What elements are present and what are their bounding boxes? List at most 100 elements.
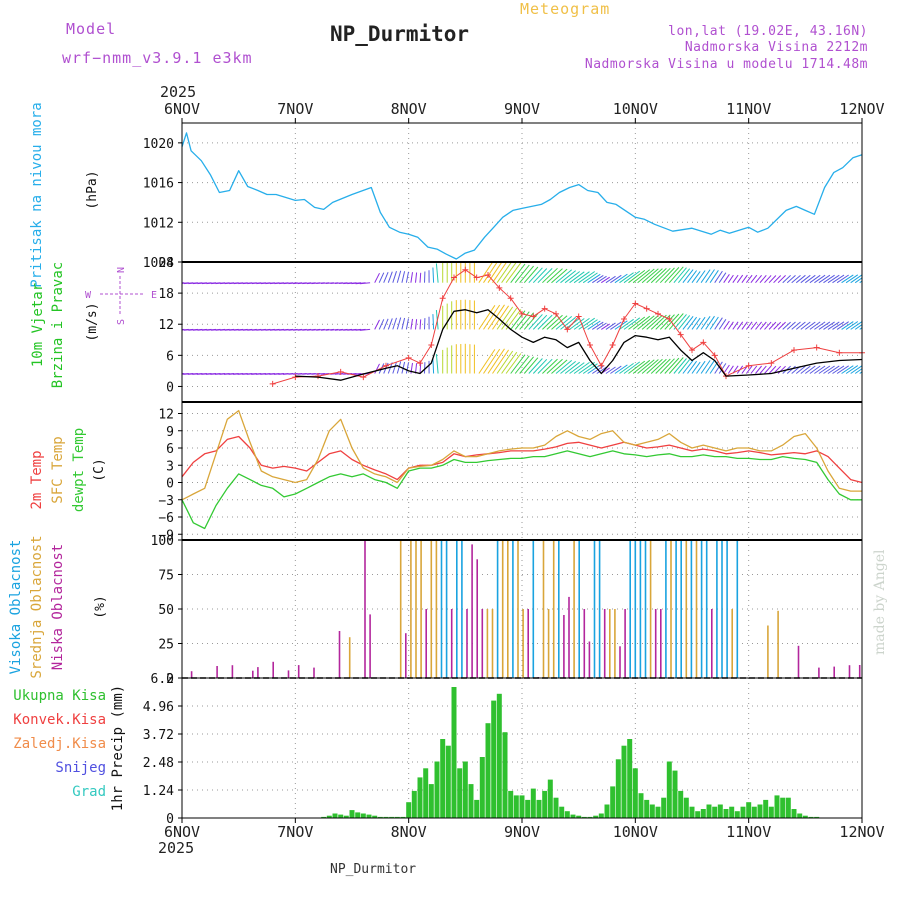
wind-arrow — [528, 314, 543, 330]
precip-bar — [661, 797, 667, 818]
precip-bar — [394, 816, 400, 818]
wind-arrow — [650, 314, 667, 330]
wind-arrow — [755, 274, 762, 284]
precip-bar — [485, 723, 491, 818]
wind-arrow — [605, 275, 616, 284]
wind-arrow — [736, 321, 744, 330]
wind-arrow — [619, 362, 634, 374]
wind-arrow — [809, 274, 821, 284]
wind-arrow — [682, 360, 694, 374]
wind-arrow — [818, 321, 831, 330]
precip-bar — [655, 806, 661, 818]
wind-arrow — [800, 274, 811, 284]
wind-arrow — [432, 314, 435, 330]
wind-arrow — [569, 318, 585, 330]
product-title: Meteogram — [520, 0, 611, 18]
wind-arrow — [582, 272, 598, 284]
x-label-bottom: 9NOV — [504, 823, 540, 841]
wind-arrow — [546, 358, 563, 374]
wind-arrow — [592, 321, 604, 330]
wind-arrow — [587, 320, 601, 330]
x-label-top: 10NOV — [613, 100, 658, 118]
wind-arrow — [628, 360, 646, 374]
precip-bar — [434, 761, 440, 818]
wind-arrow — [628, 316, 646, 330]
wind-arrow — [800, 321, 811, 330]
wind-arrow — [551, 359, 568, 374]
wind-arrow — [696, 270, 706, 283]
x-label-bottom: 12NOV — [839, 823, 884, 841]
wind-arrow — [587, 273, 601, 284]
precip-bar — [321, 816, 327, 818]
wind-arrow — [696, 360, 706, 374]
precip-legend-1: Konvek.Kisa — [13, 712, 106, 728]
wind-arrow — [823, 274, 835, 284]
wind-arrow — [605, 366, 616, 374]
y-tick-label-precip: 3.72 — [143, 728, 174, 743]
precip-bar — [530, 788, 536, 818]
wind-arrow — [782, 275, 791, 284]
wind-arrow — [804, 365, 816, 374]
y-tick-label-precip: 2.48 — [143, 756, 174, 771]
wind-arrow — [505, 353, 522, 374]
x-label-top: 8NOV — [391, 100, 427, 118]
wind-arrow — [560, 361, 577, 374]
wind-arrow — [432, 267, 435, 283]
wind-arrow — [419, 272, 422, 283]
precip-bar — [372, 815, 378, 818]
precip-bar — [508, 790, 514, 818]
temp-title-sfc: SFC Temp — [50, 436, 66, 503]
precip-bar — [797, 813, 803, 818]
wind-arrow — [546, 314, 563, 330]
precip-bar — [587, 816, 593, 818]
precip-bar — [768, 806, 774, 818]
gust-line — [272, 269, 862, 385]
lonlat-text: lon,lat (19.02E, 43.16N) — [668, 24, 868, 39]
grid-layer — [182, 123, 862, 818]
wind-arrow — [637, 315, 655, 330]
precip-bar — [502, 732, 508, 818]
precip-bar — [712, 806, 718, 818]
wind-arrow — [582, 319, 598, 330]
wind-arrow — [750, 274, 758, 284]
compass-w: W — [85, 290, 92, 301]
altitude-text: Nadmorska Visina 2212m — [684, 40, 868, 55]
wind-arrow — [805, 321, 816, 330]
precip-bar — [457, 768, 463, 818]
wind-arrow — [832, 365, 845, 374]
wind-arrow — [596, 322, 607, 330]
wind-arrow — [551, 315, 568, 330]
wind-arrow — [741, 274, 748, 283]
wind-arrow — [542, 267, 558, 284]
wind-arrow — [555, 269, 573, 284]
precip-legend-2: Zaledj.Kisa — [13, 736, 106, 752]
precip-bar — [700, 809, 706, 818]
wind-arrow — [777, 275, 786, 284]
y-tick-label-temperature: 0 — [166, 477, 174, 492]
wind-arrow — [668, 357, 684, 374]
wind-arrow — [750, 365, 758, 374]
wind-arrow — [383, 272, 389, 283]
precip-bar — [417, 777, 423, 818]
gust-marker — [269, 380, 276, 387]
wind-arrow — [359, 328, 371, 331]
y-tick-label-precip: 1.24 — [143, 784, 174, 799]
precip-bar — [621, 745, 627, 818]
precip-legend-3: Snijeg — [55, 760, 106, 776]
wind-arrow — [854, 368, 862, 374]
year-bottom: 2025 — [158, 839, 195, 857]
wind-arrow — [537, 268, 553, 284]
wind-arrow — [659, 358, 675, 374]
wind-arrow — [528, 358, 543, 374]
wind-arrow — [827, 321, 840, 330]
wind-arrow — [396, 361, 402, 374]
wind-arrow — [809, 365, 821, 374]
wind-arrow — [700, 269, 711, 283]
wind-arrow — [582, 363, 598, 374]
wind-arrow — [777, 321, 786, 330]
wind-arrow — [664, 357, 680, 374]
wind-arrow — [650, 268, 667, 284]
precip-bar — [547, 779, 553, 818]
